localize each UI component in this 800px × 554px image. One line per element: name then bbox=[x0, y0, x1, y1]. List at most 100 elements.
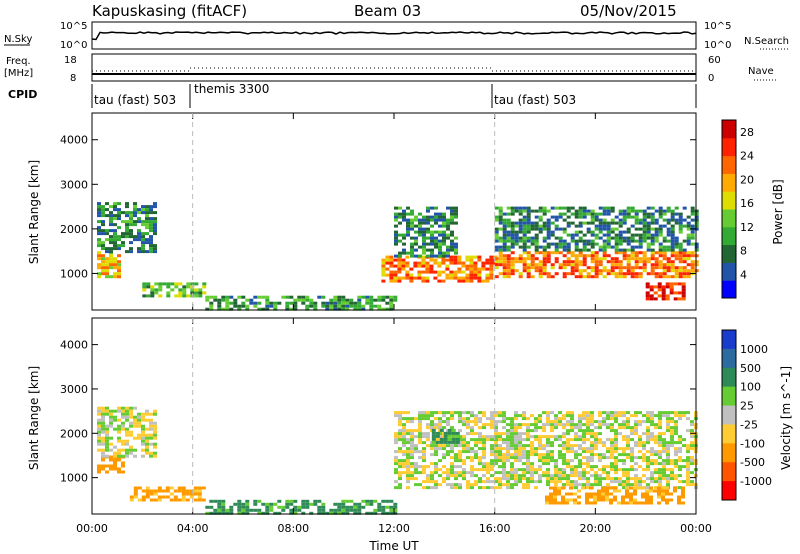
velocity-cell bbox=[439, 428, 444, 432]
power-cell bbox=[97, 232, 101, 236]
velocity-cell bbox=[574, 426, 578, 430]
velocity-cell bbox=[546, 417, 550, 421]
velocity-cell bbox=[670, 435, 674, 439]
power-cell bbox=[638, 239, 643, 243]
velocity-cell bbox=[494, 441, 498, 445]
velocity-cell bbox=[646, 456, 650, 460]
velocity-cell bbox=[165, 486, 170, 490]
power-cell bbox=[493, 255, 498, 259]
power-cell bbox=[109, 266, 113, 270]
velocity-cell bbox=[633, 501, 637, 505]
power-cell bbox=[562, 275, 567, 279]
velocity-cell bbox=[606, 426, 610, 430]
power-cell bbox=[125, 223, 129, 227]
power-cell bbox=[650, 266, 655, 270]
velocity-cell bbox=[670, 477, 674, 481]
power-cell bbox=[566, 233, 571, 237]
power-cell bbox=[410, 224, 414, 228]
power-cell bbox=[233, 298, 238, 302]
power-cell bbox=[542, 266, 547, 270]
power-cell bbox=[574, 269, 579, 273]
velocity-cell bbox=[510, 465, 514, 469]
power-cell bbox=[654, 236, 659, 240]
power-cell bbox=[277, 301, 282, 305]
velocity-cell bbox=[97, 464, 101, 468]
velocity-cell bbox=[602, 453, 606, 457]
velocity-cell bbox=[526, 468, 530, 472]
velocity-cell bbox=[173, 489, 178, 493]
velocity-cell bbox=[573, 492, 577, 496]
power-cell bbox=[534, 266, 539, 270]
power-cell bbox=[582, 260, 587, 264]
power-cell bbox=[606, 245, 611, 249]
power-cell bbox=[602, 269, 607, 273]
power-cell bbox=[578, 248, 583, 252]
power-colorbar-frame bbox=[721, 119, 737, 299]
velocity-cell bbox=[642, 480, 646, 484]
power-cell bbox=[574, 212, 579, 216]
velocity-cell bbox=[654, 438, 658, 442]
power-cell bbox=[502, 227, 507, 231]
velocity-cell bbox=[690, 444, 694, 448]
power-cell bbox=[145, 226, 149, 230]
power-cell bbox=[610, 221, 615, 225]
power-cell bbox=[213, 298, 218, 302]
velocity-cell bbox=[133, 436, 137, 440]
velocity-cell bbox=[553, 495, 557, 499]
velocity-cell bbox=[454, 411, 458, 415]
power-cell bbox=[634, 263, 639, 267]
power-cell bbox=[426, 221, 430, 225]
power-cell bbox=[105, 269, 109, 273]
velocity-cell bbox=[606, 477, 610, 481]
velocity-cell bbox=[590, 447, 594, 451]
velocity-cell bbox=[462, 441, 466, 445]
velocity-cell bbox=[570, 465, 574, 469]
velocity-cell bbox=[510, 456, 514, 460]
power-cell bbox=[578, 272, 583, 276]
power-cell bbox=[305, 295, 310, 299]
power-cell bbox=[146, 282, 151, 286]
power-cell bbox=[526, 245, 531, 249]
power-cell bbox=[638, 245, 643, 249]
velocity-cell bbox=[430, 474, 434, 478]
power-cell bbox=[657, 282, 662, 286]
power-cell bbox=[489, 267, 494, 271]
power-cell bbox=[182, 285, 187, 289]
power-cell bbox=[477, 276, 482, 280]
velocity-cell bbox=[345, 508, 350, 512]
velocity-cell bbox=[458, 450, 462, 454]
power-cell bbox=[534, 233, 539, 237]
velocity-cell bbox=[418, 441, 422, 445]
velocity-cell bbox=[446, 423, 450, 427]
power-cell bbox=[626, 230, 631, 234]
power-cell bbox=[542, 260, 547, 264]
power-cell bbox=[681, 294, 686, 298]
velocity-cell bbox=[97, 409, 101, 413]
power-cell bbox=[606, 242, 611, 246]
power-cell bbox=[473, 264, 478, 268]
velocity-cell bbox=[317, 511, 322, 515]
power-cell bbox=[158, 282, 163, 286]
velocity-cell bbox=[538, 468, 542, 472]
power-cell bbox=[562, 206, 567, 210]
power-cell bbox=[473, 276, 478, 280]
velocity-cell bbox=[530, 447, 534, 451]
velocity-cell bbox=[582, 483, 586, 487]
velocity-cell bbox=[506, 435, 510, 439]
velocity-cell bbox=[578, 459, 582, 463]
velocity-cell bbox=[482, 474, 486, 478]
velocity-cell bbox=[586, 423, 590, 427]
power-cell bbox=[662, 272, 667, 276]
power-cell bbox=[498, 248, 503, 252]
velocity-cell bbox=[618, 426, 622, 430]
velocity-cell bbox=[570, 429, 574, 433]
power-cell bbox=[149, 244, 153, 248]
power-cell bbox=[610, 209, 615, 213]
velocity-cell bbox=[530, 441, 534, 445]
velocity-cell bbox=[554, 462, 558, 466]
power-cell bbox=[594, 266, 599, 270]
power-cell bbox=[506, 266, 511, 270]
velocity-cell bbox=[549, 501, 553, 505]
velocity-cell bbox=[510, 474, 514, 478]
velocity-cell bbox=[606, 483, 610, 487]
